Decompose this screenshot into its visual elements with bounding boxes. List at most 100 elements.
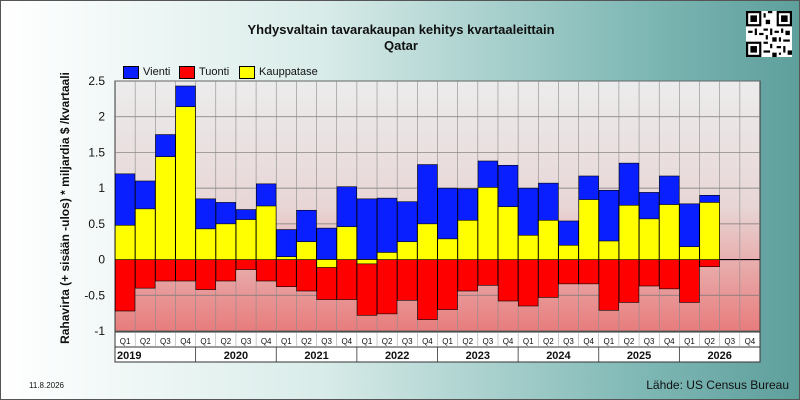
bar-tuonti	[114, 259, 136, 312]
bar-kauppatase	[255, 205, 277, 260]
x-tick-label-year: 2025	[627, 350, 651, 362]
bar-tuonti	[417, 259, 438, 320]
bar-tuonti	[155, 259, 176, 282]
bar-kauppatase	[235, 219, 257, 260]
bar-kauppatase	[215, 223, 237, 260]
x-tick-label-quarter: Q4	[745, 337, 756, 346]
legend-item-tuonti: Tuonti	[179, 65, 229, 79]
bar-tuonti	[659, 259, 680, 290]
x-ticks: Q1 Q2 Q3 Q4 Q1 Q2 Q3 Q4 Q1 Q2 Q3 Q4 Q1 Q2 Q3 Q4 Q1 Q2 Q3 Q4…	[117, 332, 756, 362]
x-tick-label-year: 2022	[385, 350, 409, 362]
bar-kauppatase	[175, 106, 196, 260]
x-tick-label-year: 2023	[466, 350, 490, 362]
x-tick-label-quarter: Q1	[120, 337, 131, 346]
x-tick-label-quarter: Q3	[644, 337, 655, 346]
y-tick-label: 0	[98, 253, 105, 267]
legend-swatch-tuonti	[179, 65, 195, 79]
x-tick-label-quarter: Q1	[442, 337, 453, 346]
x-tick-label-quarter: Q2	[704, 337, 715, 346]
y-tick-label: 0.5	[88, 217, 105, 231]
bar-tuonti	[175, 259, 196, 282]
x-tick-label-year: 2021	[304, 350, 328, 362]
bar-kauppatase	[316, 259, 337, 268]
x-tick-label-quarter: Q3	[402, 337, 413, 346]
legend-swatch-vienti	[123, 65, 139, 79]
x-tick-label-quarter: Q2	[543, 337, 554, 346]
bar-tuonti	[457, 259, 478, 292]
bar-tuonti	[215, 259, 237, 282]
x-tick-label-year: 2020	[224, 350, 248, 362]
bar-vienti	[276, 229, 297, 260]
source-label: Lähde: US Census Bureau	[646, 378, 789, 392]
x-tick-label-quarter: Q2	[140, 337, 151, 346]
x-tick-label-quarter: Q2	[382, 337, 393, 346]
bar-kauppatase	[336, 226, 357, 260]
bar-tuonti	[336, 259, 357, 300]
bar-tuonti	[477, 259, 499, 286]
bar-kauppatase	[518, 234, 539, 260]
x-tick-label-year: 2026	[707, 350, 731, 362]
legend-item-vienti: Vienti	[123, 65, 170, 79]
legend-item-kauppatase: Kauppatase	[239, 65, 318, 79]
x-tick-label-quarter: Q3	[724, 337, 735, 346]
y-tick-label: 1	[98, 181, 105, 195]
x-tick-label-quarter: Q2	[462, 337, 473, 346]
bar-kauppatase	[638, 218, 660, 260]
bar-tuonti	[638, 259, 660, 287]
x-tick-label-quarter: Q1	[603, 337, 614, 346]
bar-tuonti	[235, 259, 257, 270]
bar-tuonti	[497, 259, 519, 302]
bar-kauppatase	[276, 256, 297, 260]
bars-layer	[114, 85, 720, 320]
x-tick-label-quarter: Q1	[684, 337, 695, 346]
legend-label-vienti: Vienti	[143, 66, 171, 78]
bar-kauppatase	[155, 156, 176, 260]
bar-kauppatase	[397, 241, 418, 260]
x-tick-label-quarter: Q4	[261, 337, 272, 346]
x-tick-label-year: 2024	[546, 350, 571, 362]
chart-title: Yhdysvaltain tavarakaupan kehitys kvarta…	[247, 22, 555, 37]
bar-tuonti	[397, 259, 418, 301]
y-ticks: -1 -0.5 0 0.5 1 1.5 2 2.5	[84, 74, 105, 338]
x-tick-label-quarter: Q1	[523, 337, 534, 346]
x-tick-label-quarter: Q3	[321, 337, 332, 346]
chart-subtitle: Qatar	[384, 38, 418, 53]
bar-tuonti	[699, 259, 720, 268]
bar-kauppatase	[114, 224, 136, 260]
x-tick-label-quarter: Q1	[200, 337, 211, 346]
bar-tuonti	[437, 259, 458, 310]
bar-tuonti	[518, 259, 539, 307]
x-tick-label-year: 2019	[117, 350, 141, 362]
bar-tuonti	[356, 259, 378, 316]
bar-tuonti	[558, 259, 579, 285]
legend-label-kauppatase: Kauppatase	[259, 66, 318, 78]
y-tick-label: -1	[94, 324, 105, 338]
x-tick-label-quarter: Q4	[422, 337, 433, 346]
y-tick-label: 2.5	[88, 74, 105, 88]
bar-vienti	[316, 227, 337, 260]
x-tick-label-quarter: Q4	[503, 337, 514, 346]
y-tick-label: 2	[98, 110, 105, 124]
bar-tuonti	[618, 259, 640, 303]
bar-tuonti	[296, 259, 317, 292]
legend-label-tuonti: Tuonti	[199, 66, 230, 78]
bar-tuonti	[195, 259, 216, 290]
bar-vienti	[356, 198, 378, 260]
x-tick-label-quarter: Q1	[362, 337, 373, 346]
x-tick-label-quarter: Q3	[563, 337, 574, 346]
bar-tuonti	[538, 259, 559, 298]
x-tick-label-quarter: Q4	[341, 337, 352, 346]
bar-kauppatase	[356, 259, 378, 265]
bar-kauppatase	[135, 208, 156, 260]
bar-kauppatase	[699, 202, 720, 260]
bar-vienti	[376, 197, 398, 260]
x-tick-label-quarter: Q4	[664, 337, 675, 346]
x-tick-label-quarter: Q2	[301, 337, 312, 346]
x-tick-label-quarter: Q1	[281, 337, 292, 346]
bar-tuonti	[598, 259, 620, 311]
x-tick-label-quarter: Q3	[483, 337, 494, 346]
bar-kauppatase	[376, 252, 398, 260]
bar-kauppatase	[598, 240, 620, 260]
bar-kauppatase	[618, 204, 640, 260]
